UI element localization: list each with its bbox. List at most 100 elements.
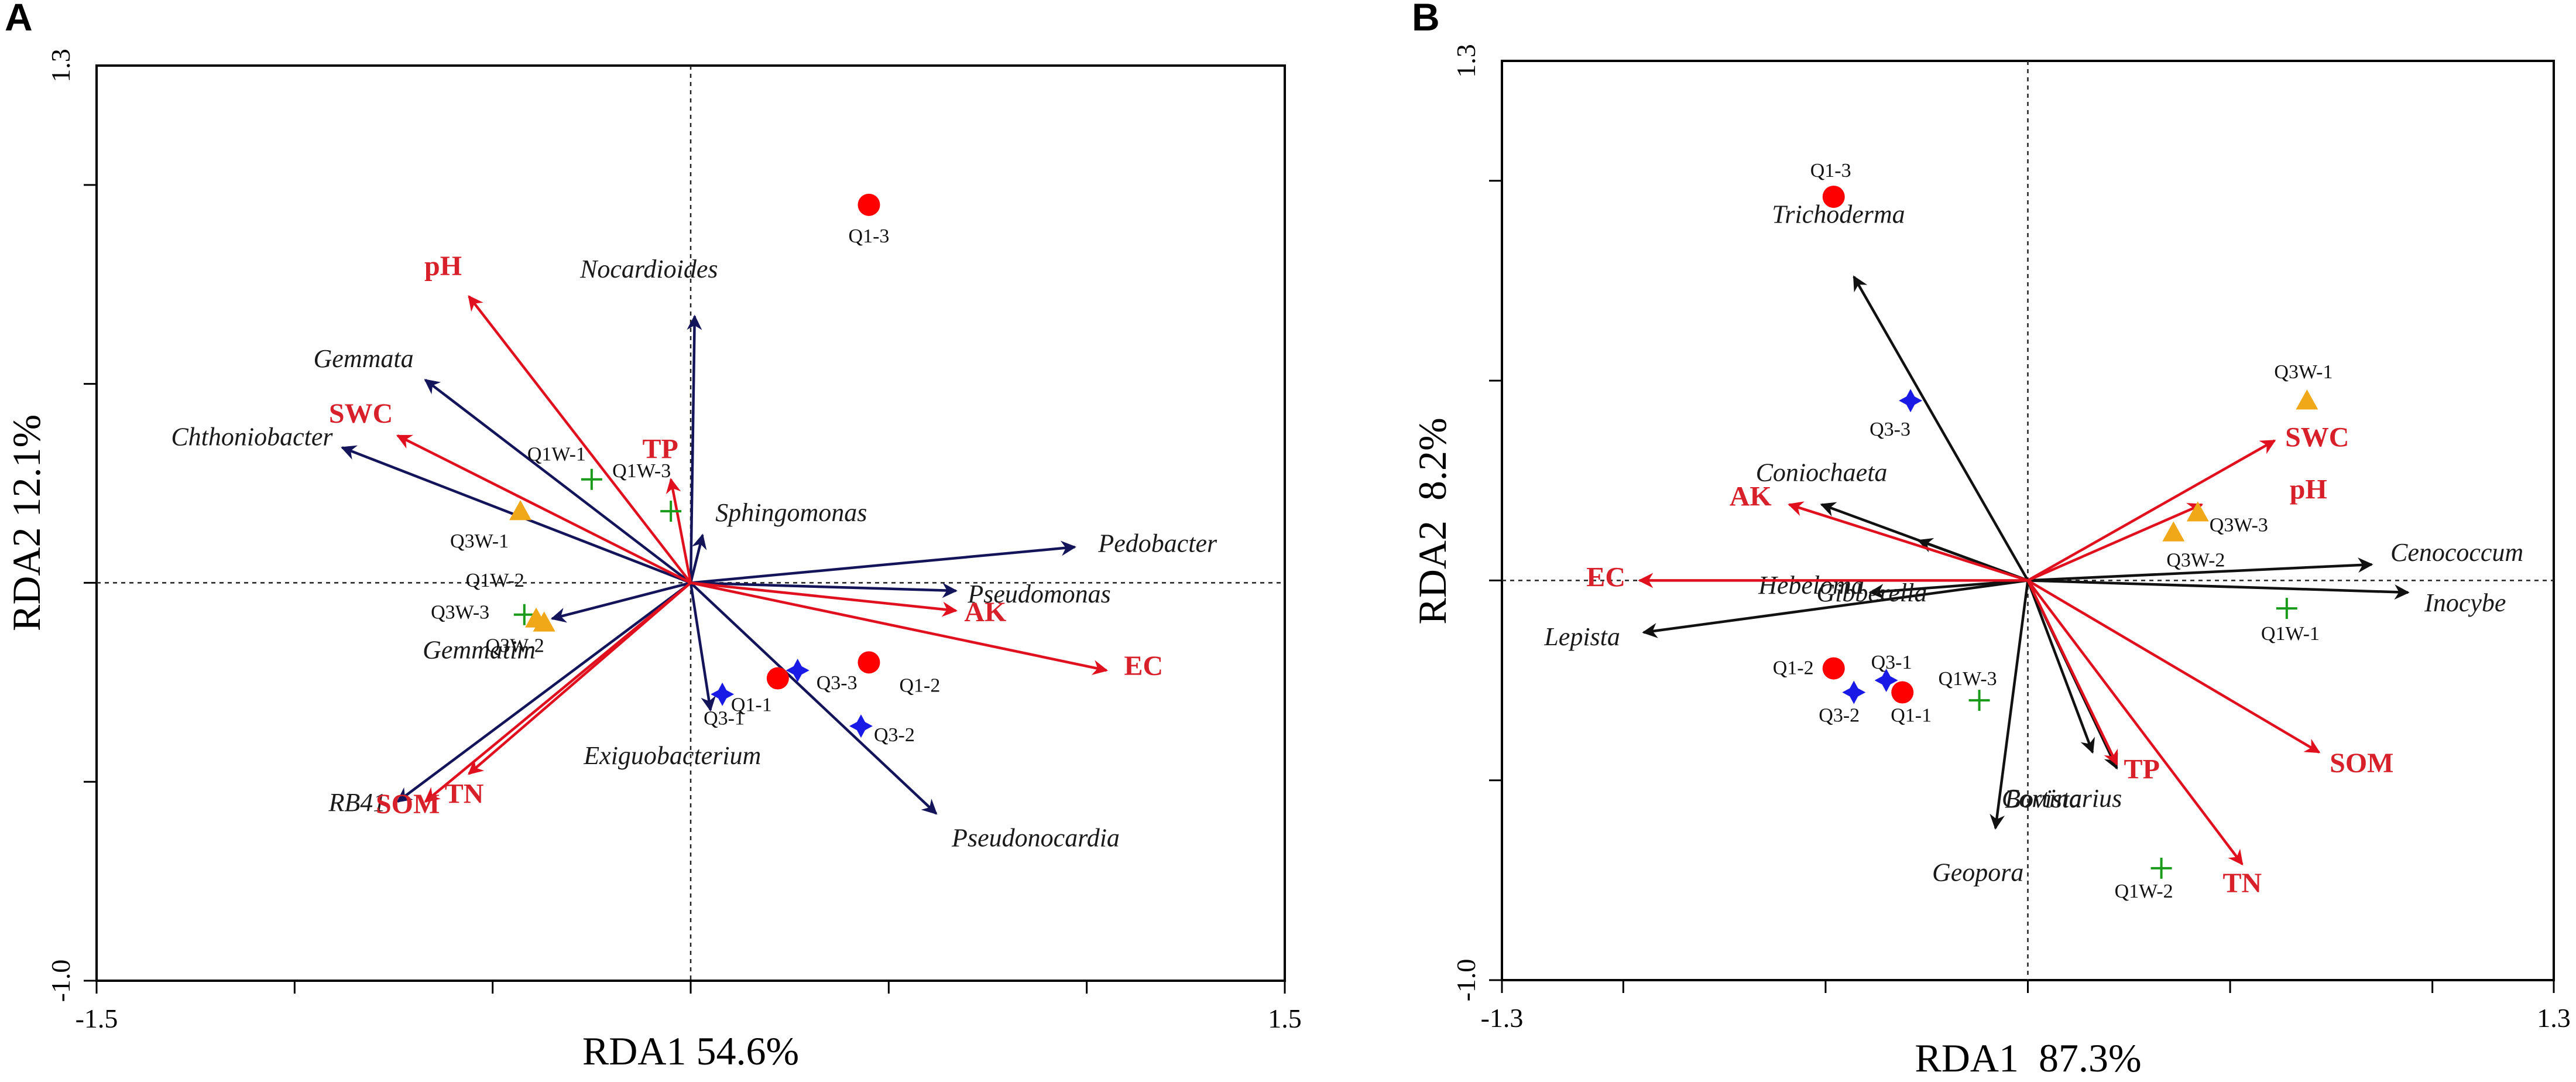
panel-label: B	[1412, 0, 1440, 39]
sample-marker-q1-2	[857, 651, 880, 674]
sample-marker-q1w-2	[513, 604, 535, 625]
env-arrow-tn	[468, 581, 692, 775]
sample-label-q1-2: Q1-2	[1773, 658, 1814, 679]
species-label-gibberella: Gibberella	[1816, 578, 1927, 607]
env-arrow-tp	[666, 478, 692, 583]
sample-marker-q3w-2	[533, 611, 555, 632]
x-tick-label-max: 1.3	[2537, 1003, 2571, 1033]
species-arrow-trichoderma	[1853, 275, 2029, 581]
sample-label-q1-3: Q1-3	[849, 225, 890, 247]
env-label-tp: TP	[642, 434, 678, 465]
species-label-pseudonocardia: Pseudonocardia	[951, 824, 1120, 852]
sample-label-q1-3: Q1-3	[1810, 160, 1851, 182]
species-label-cortinarius: Cortinarius	[2002, 784, 2122, 813]
sample-marker-q1w-1	[581, 468, 602, 490]
species-arrow-cenococcum	[2028, 557, 2373, 582]
species-arrow-pseudonocardia	[690, 581, 938, 815]
env-arrow-ph	[2027, 503, 2204, 582]
species-arrow-gemmata	[424, 379, 692, 584]
sample-marker-q3-1	[1874, 669, 1898, 693]
species-label-pseudomonas: Pseudomonas	[967, 580, 1110, 608]
species-arrow-pedobacter	[690, 540, 1076, 584]
sample-label-q1w-1: Q1W-1	[527, 444, 586, 465]
env-arrow-swc	[396, 434, 692, 584]
species-arrow-hebeloma	[1868, 579, 2028, 600]
env-label-som: SOM	[2330, 748, 2393, 779]
y-axis-title: RDA2 8.2%	[1410, 417, 1455, 624]
sample-marker-q1-1	[1891, 681, 1914, 704]
x-tick-label-min: -1.3	[1481, 1003, 1524, 1033]
env-label-ec: EC	[1124, 650, 1164, 682]
sample-label-q1w-2: Q1W-2	[2115, 881, 2173, 902]
x-axis-title: RDA1 87.3%	[1915, 1036, 2141, 1080]
species-arrow-geopora	[1990, 580, 2029, 830]
env-label-ak: AK	[1730, 481, 1772, 512]
sample-label-q3w-1: Q3W-1	[2274, 361, 2333, 383]
env-label-tp: TP	[2124, 754, 2160, 785]
species-label-cenococcum: Cenococcum	[2390, 538, 2523, 567]
y-tick-label-max: 1.3	[1451, 44, 1481, 78]
env-label-ak: AK	[964, 597, 1006, 628]
sample-label-q3-2: Q3-2	[874, 724, 915, 746]
species-label-coniochaeta: Coniochaeta	[1756, 458, 1888, 487]
sample-marker-q1-3	[857, 193, 880, 216]
sample-label-q3w-1: Q3W-1	[450, 530, 509, 552]
x-tick-label-max: 1.5	[1268, 1004, 1302, 1033]
env-arrow-ph	[468, 295, 692, 584]
sample-label-q1-1: Q1-1	[1891, 705, 1932, 727]
sample-label-q1-1: Q1-1	[731, 694, 772, 716]
sample-label-q3-1: Q3-1	[1871, 652, 1912, 673]
sample-label-q1w-3: Q1W-3	[612, 460, 671, 482]
sample-marker-q3-2	[849, 714, 873, 738]
sample-label-q3w-3: Q3W-3	[431, 602, 489, 624]
x-tick-label-min: -1.5	[76, 1004, 118, 1033]
env-arrow-tn	[2026, 580, 2244, 866]
y-tick-label-min: -1.0	[46, 960, 76, 1002]
env-arrow-ak	[1788, 501, 2029, 582]
species-arrow-inocybe	[2028, 579, 2410, 600]
env-label-tn: TN	[445, 779, 484, 810]
env-label-tn: TN	[2222, 868, 2262, 899]
sample-label-q3-3: Q3-3	[817, 672, 857, 694]
species-arrow-pseudomonas	[690, 581, 958, 598]
sample-marker-q3-3	[1899, 389, 1923, 413]
species-label-gemmatim: Gemmatim	[423, 636, 536, 665]
sample-label-q3w-2: Q3W-2	[486, 635, 544, 656]
species-arrow-bovista	[2026, 580, 2095, 754]
species-label-pedobacter: Pedobacter	[1097, 529, 1217, 557]
sample-marker-q1-2	[1822, 657, 1845, 680]
species-arrow-exiguobacterium	[689, 583, 716, 712]
sample-label-q1-2: Q1-2	[900, 674, 941, 696]
env-label-ec: EC	[1586, 561, 1625, 593]
sample-label-q3-3: Q3-3	[1870, 419, 1910, 440]
sample-label-q1w-1: Q1W-1	[2261, 623, 2320, 645]
sample-marker-q1-1	[766, 667, 789, 690]
sample-marker-q3-1	[711, 682, 735, 706]
species-arrow-gemmatim	[550, 581, 691, 623]
env-label-swc: SWC	[2285, 422, 2349, 453]
species-arrow-nocardioides	[687, 314, 702, 583]
species-label-rb41: RB41	[328, 788, 386, 817]
sample-marker-q3w-1	[509, 500, 532, 521]
sample-label-q3w-3: Q3W-3	[2210, 514, 2268, 536]
sample-marker-q3-3	[786, 658, 809, 682]
env-label-som: SOM	[376, 789, 440, 820]
sample-label-q3-1: Q3-1	[704, 708, 745, 730]
species-arrow-rb41	[396, 581, 692, 803]
env-label-swc: SWC	[329, 398, 393, 429]
panel-label: A	[5, 0, 33, 39]
sample-marker-q3w-2	[2162, 521, 2185, 542]
sample-marker-q1w-3	[1968, 690, 1990, 711]
rda-panel-a: A -1.5 1.5 1.3 -1.0 RDA1 54.6% RDA2 12.1% Gemma…	[4, 0, 1302, 1073]
sample-marker-q1-3	[1822, 186, 1845, 208]
x-axis-title: RDA1 54.6%	[582, 1029, 799, 1073]
sample-marker-q1w-3	[660, 501, 682, 522]
y-axis-title: RDA2 12.1%	[4, 415, 49, 631]
species-label-lepista: Lepista	[1543, 622, 1620, 651]
species-label-inocybe: Inocybe	[2424, 588, 2506, 617]
env-arrow-ak	[690, 581, 958, 617]
species-label-hebeloma: Hebeloma	[1758, 571, 1864, 600]
y-tick-label-min: -1.0	[1451, 959, 1481, 1002]
